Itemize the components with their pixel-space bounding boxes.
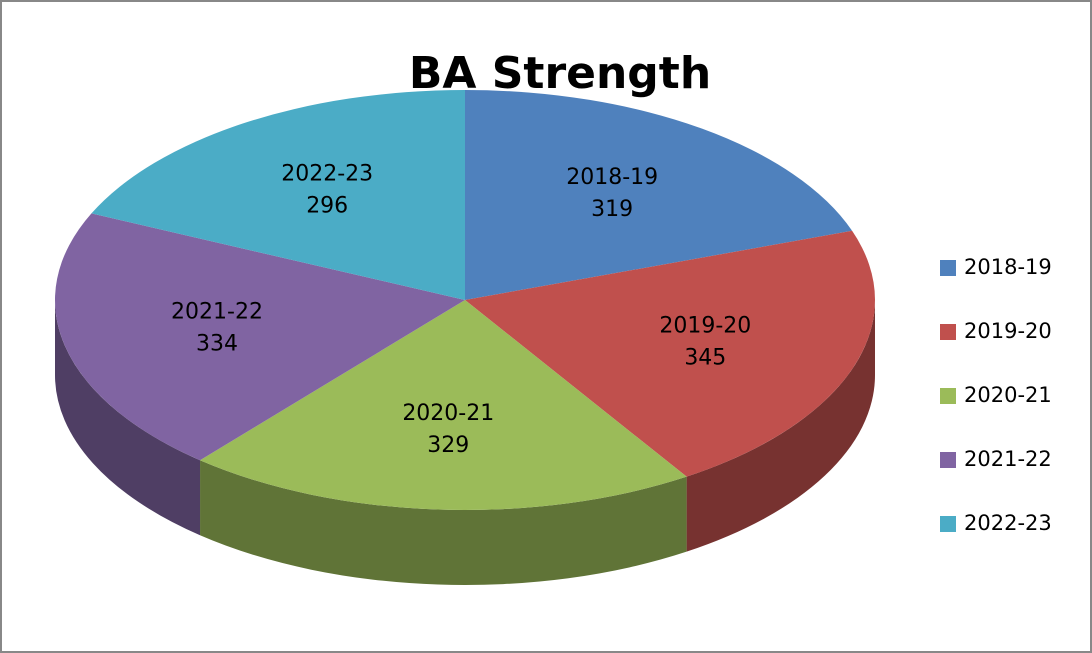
data-label-category: 2022-23 (281, 162, 373, 187)
data-label-value: 329 (427, 433, 469, 458)
pie-slice (465, 230, 876, 477)
data-label-category: 2018-19 (566, 165, 658, 190)
data-label-value: 345 (684, 345, 726, 370)
pie-slice (54, 213, 465, 461)
data-label-value: 334 (196, 332, 238, 357)
legend-swatch (940, 452, 956, 468)
data-label-value: 296 (306, 194, 348, 219)
legend-swatch (940, 260, 956, 276)
pie-side (55, 300, 201, 536)
pie-side (200, 460, 687, 585)
data-label-category: 2020-21 (402, 401, 494, 426)
legend-swatch (940, 388, 956, 404)
data-label-value: 319 (591, 197, 633, 222)
pie-slice (91, 90, 465, 300)
pie-side (686, 300, 875, 552)
data-label-category: 2019-20 (659, 313, 751, 338)
legend-label: 2018-19 (964, 255, 1052, 279)
legend-label: 2020-21 (964, 383, 1052, 407)
legend-swatch (940, 324, 956, 340)
data-label-category: 2021-22 (171, 300, 263, 325)
legend-label: 2022-23 (964, 511, 1052, 535)
legend-label: 2019-20 (964, 319, 1052, 343)
pie-slice (200, 300, 687, 510)
legend-swatch (940, 516, 956, 532)
legend-label: 2021-22 (964, 447, 1052, 471)
pie-slice (465, 90, 853, 300)
